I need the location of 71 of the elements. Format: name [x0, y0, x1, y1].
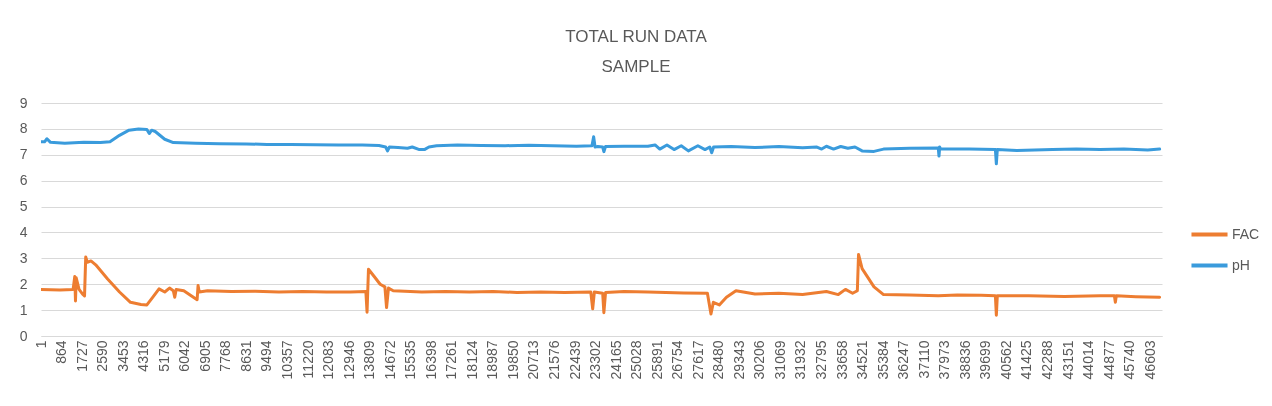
x-tick-label: 31932 [792, 340, 809, 380]
x-tick-label: 43151 [1059, 340, 1076, 380]
y-tick-label: 5 [19, 198, 28, 215]
x-tick-label: 44877 [1100, 340, 1117, 380]
x-tick-label: 25891 [648, 340, 665, 380]
x-tick-label: 7768 [217, 340, 234, 372]
x-tick-label: 24165 [607, 340, 624, 380]
y-tick-label: 0 [19, 327, 28, 344]
x-tick-label: 26754 [669, 340, 686, 380]
x-tick-label: 32795 [813, 340, 830, 380]
x-tick-label: 18124 [463, 340, 480, 380]
x-tick-label: 45740 [1121, 340, 1138, 380]
x-tick-label: 23302 [587, 340, 604, 380]
x-tick-label: 37110 [915, 340, 932, 379]
x-tick-label: 3453 [114, 340, 131, 372]
y-tick-label: 4 [19, 223, 28, 240]
x-tick-label: 25028 [628, 340, 645, 380]
y-tick-label: 6 [19, 172, 28, 189]
x-tick-label: 41425 [1018, 340, 1035, 380]
x-tick-label: 30206 [751, 340, 768, 380]
line-series [41, 127, 1162, 166]
y-tick-label: 7 [19, 146, 28, 163]
x-tick-label: 5179 [155, 340, 172, 372]
x-tick-label: 13809 [361, 340, 378, 380]
y-tick-label: 2 [19, 275, 28, 292]
x-tick-label: 16398 [422, 340, 439, 380]
y-tick-label: 1 [19, 301, 28, 318]
legend-label: FAC [1232, 225, 1260, 242]
legend-label: pH [1232, 256, 1250, 273]
x-tick-label: 33658 [833, 340, 850, 380]
x-tick-label: 42288 [1038, 340, 1055, 380]
x-tick-label: 12946 [340, 340, 357, 380]
x-tick-label: 11220 [299, 340, 316, 379]
x-tick-label: 28480 [710, 340, 727, 380]
x-tick-label: 39699 [977, 340, 994, 380]
x-tick-label: 36247 [895, 340, 912, 380]
x-tick-label: 17261 [443, 340, 460, 380]
x-tick-label: 6905 [196, 340, 213, 372]
x-tick-label: 35384 [874, 340, 891, 380]
x-tick-label: 40562 [997, 340, 1014, 380]
y-tick-label: 3 [19, 249, 28, 266]
x-tick-label: 864 [53, 340, 70, 364]
x-tick-label: 46603 [1141, 340, 1158, 380]
x-tick-label: 6042 [176, 340, 193, 372]
x-tick-label: 1 [32, 340, 49, 349]
x-tick-label: 22439 [566, 340, 583, 380]
x-tick-label: 27617 [689, 340, 706, 380]
x-tick-label: 21576 [546, 340, 563, 380]
x-tick-label: 29343 [730, 340, 747, 380]
x-tick-label: 14672 [381, 340, 398, 380]
x-tick-label: 4316 [135, 340, 152, 372]
x-tick-label: 8631 [237, 340, 254, 372]
x-tick-label: 1727 [73, 340, 90, 372]
x-tick-label: 2590 [94, 340, 111, 372]
x-tick-label: 37973 [936, 340, 953, 380]
x-tick-label: 9494 [258, 340, 275, 372]
x-tick-label: 10357 [278, 340, 295, 380]
x-tick-label: 20713 [525, 340, 542, 380]
x-tick-label: 31069 [771, 340, 788, 380]
x-tick-label: 44014 [1080, 340, 1097, 380]
chart-title: TOTAL RUN DATA [565, 27, 708, 46]
y-tick-label: 9 [19, 94, 28, 111]
chart-subtitle: SAMPLE [601, 57, 671, 76]
x-tick-label: 18987 [484, 340, 501, 380]
x-tick-label: 15535 [402, 340, 419, 380]
x-tick-label: 34521 [854, 340, 871, 380]
x-tick-label: 38836 [956, 340, 973, 380]
y-tick-label: 8 [19, 120, 28, 137]
x-tick-label: 12083 [320, 340, 337, 380]
line-series [41, 252, 1162, 317]
x-tick-label: 19850 [504, 340, 521, 380]
